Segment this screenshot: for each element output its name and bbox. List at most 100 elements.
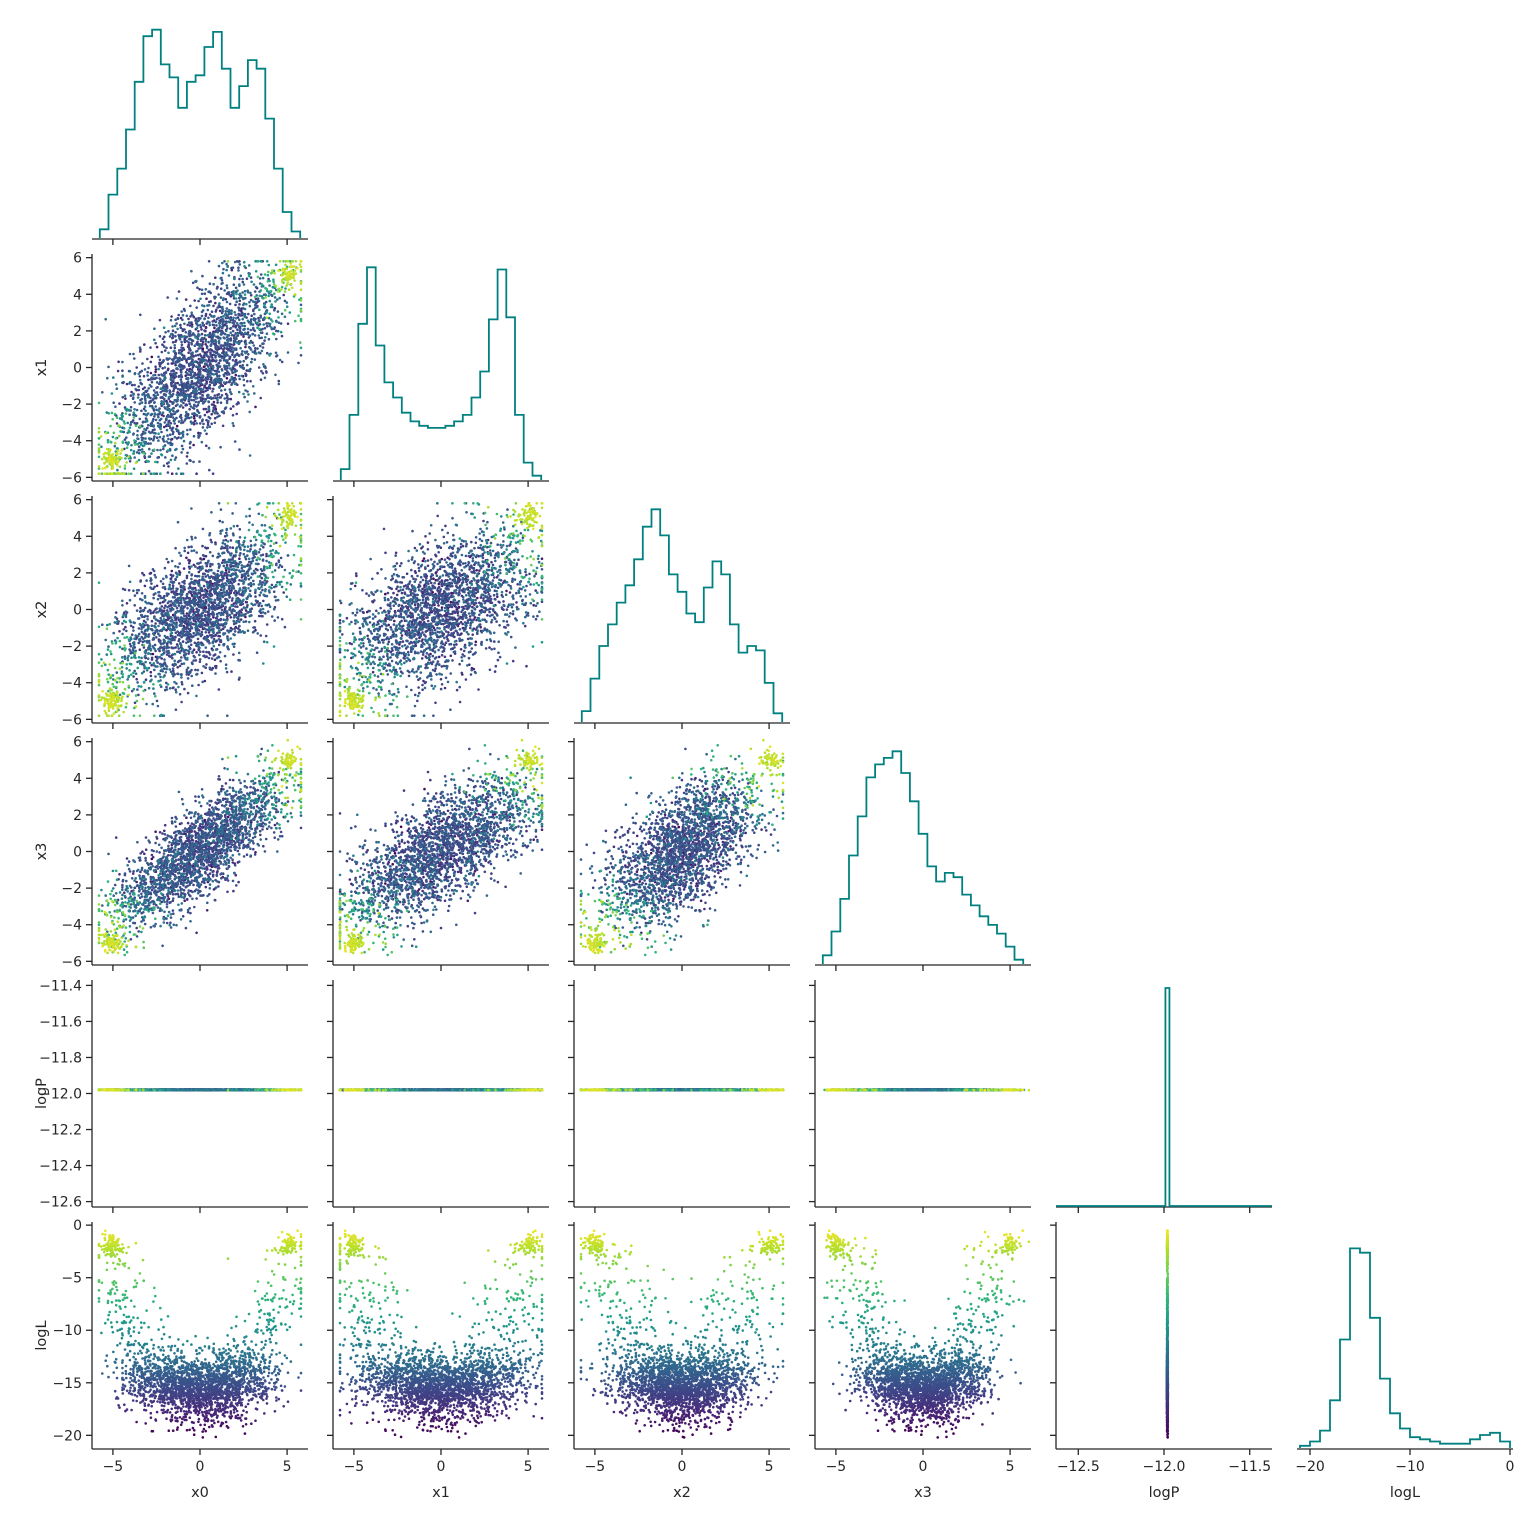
scatter-point [195,387,198,390]
scatter-point [198,589,201,592]
scatter-point [185,602,188,605]
scatter-point [169,433,172,436]
scatter-point [170,346,173,349]
scatter-point [162,583,165,586]
scatter-point [260,534,263,537]
scatter-point [173,422,176,425]
scatter-point [256,632,259,635]
scatter-point [232,319,235,322]
scatter-point [231,573,234,576]
scatter-point [179,416,182,419]
scatter-point [218,362,221,365]
scatter-point [247,353,250,356]
scatter-point [180,432,183,435]
scatter-point [147,396,150,399]
scatter-point [268,264,271,267]
scatter-point [275,338,278,341]
scatter-point [214,394,217,397]
scatter-point [168,409,171,412]
scatter-point [239,341,242,344]
scatter-point [177,661,180,664]
scatter-point [243,573,246,576]
scatter-point [150,372,153,375]
scatter-point [167,613,170,616]
scatter-point [214,412,217,415]
scatter-point [281,335,284,338]
scatter-point [293,265,296,268]
scatter-point [239,561,242,564]
scatter-point [219,651,222,654]
scatter-point [186,594,189,597]
scatter-point [152,472,155,475]
scatter-point [175,360,178,363]
scatter-point [199,324,202,327]
scatter-point [221,352,224,355]
scatter-point [134,702,137,705]
scatter-point [155,368,158,371]
scatter-point [154,391,157,394]
scatter-point [178,352,181,355]
scatter-point [104,318,107,321]
scatter-point [159,391,162,394]
scatter-point [150,377,153,380]
scatter-point [150,675,153,678]
scatter-point [115,686,118,689]
scatter-point [254,595,257,598]
scatter-point [238,625,241,628]
scatter-point [190,591,193,594]
scatter-point [181,445,184,448]
scatter-point [147,610,150,613]
scatter-point [286,595,289,598]
scatter-point [249,590,252,593]
scatter-point [177,616,180,619]
scatter-point [119,640,122,643]
scatter-point [176,601,179,604]
scatter-point [228,291,231,294]
scatter-point [214,599,217,602]
scatter-point [198,584,201,587]
scatter-point [190,644,193,647]
scatter-point [147,379,150,382]
scatter-point [206,370,209,373]
scatter-point [219,619,222,622]
scatter-point [282,260,285,263]
scatter-point [281,286,284,289]
scatter-point [195,401,198,404]
scatter-point [215,359,218,362]
scatter-point [231,582,234,585]
scatter-point [107,366,110,369]
scatter-point [258,513,261,516]
scatter-point [178,290,181,293]
scatter-point [180,352,183,355]
scatter-point [182,586,185,589]
scatter-point [262,372,265,375]
scatter-point [133,467,136,470]
scatter-point [201,612,204,615]
scatter-point [159,663,162,666]
scatter-point [238,554,241,557]
scatter-point [208,304,211,307]
scatter-point [188,645,191,648]
scatter-point [150,400,153,403]
scatter-point [159,646,162,649]
scatter-point [195,354,198,357]
scatter-point [135,415,138,418]
scatter-point [226,325,229,328]
scatter-point [234,560,237,563]
scatter-point [271,584,274,587]
scatter-point [146,602,149,605]
scatter-point [264,574,267,577]
scatter-point [195,472,198,475]
scatter-point [136,409,139,412]
scatter-point [242,613,245,616]
scatter-point [233,573,236,576]
scatter-point [243,581,246,584]
scatter-point [253,570,256,573]
scatter-point [154,626,157,629]
scatter-point [246,277,249,280]
scatter-point [121,416,124,419]
scatter-point [125,412,128,415]
scatter-point [139,346,142,349]
scatter-point [220,296,223,299]
scatter-point [100,445,103,448]
